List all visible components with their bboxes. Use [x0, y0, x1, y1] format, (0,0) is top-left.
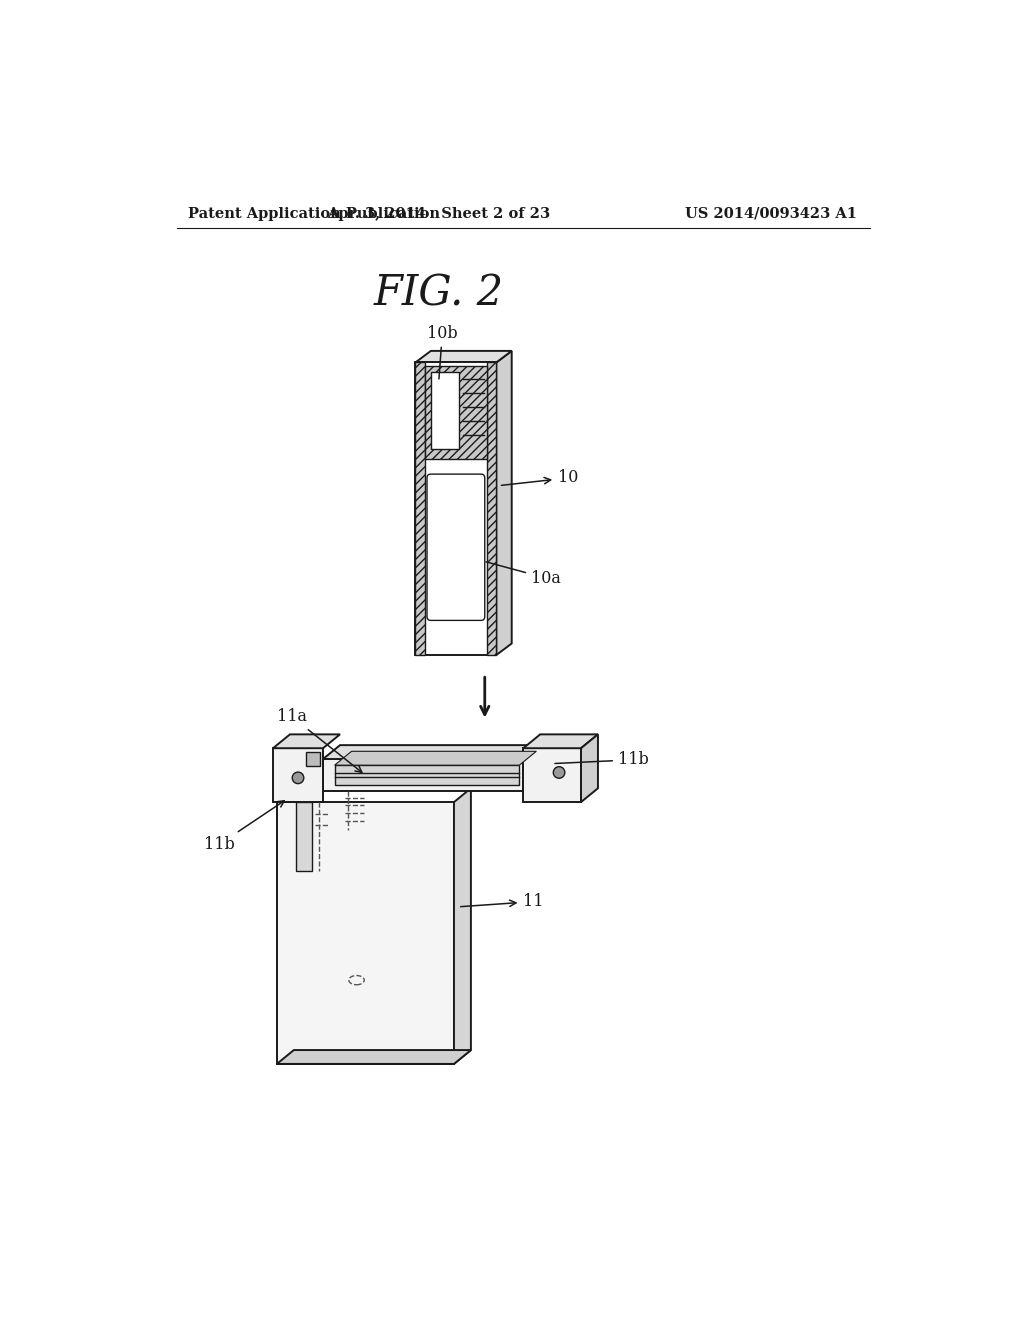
Ellipse shape: [553, 767, 565, 779]
Polygon shape: [487, 363, 497, 655]
Text: FIG. 2: FIG. 2: [374, 272, 504, 314]
Polygon shape: [306, 752, 319, 766]
Text: 11a: 11a: [276, 708, 361, 772]
Text: 10b: 10b: [427, 325, 458, 379]
Polygon shape: [581, 734, 598, 803]
Ellipse shape: [292, 772, 304, 784]
Polygon shape: [416, 363, 425, 655]
Polygon shape: [454, 788, 471, 1064]
Polygon shape: [431, 372, 459, 449]
Text: 11b: 11b: [555, 751, 649, 768]
Text: US 2014/0093423 A1: US 2014/0093423 A1: [685, 207, 857, 220]
Text: Patent Application Publication: Patent Application Publication: [188, 207, 440, 220]
Polygon shape: [416, 363, 497, 655]
Polygon shape: [296, 803, 311, 871]
Polygon shape: [416, 351, 512, 363]
Polygon shape: [276, 1051, 471, 1064]
Polygon shape: [323, 759, 523, 792]
Polygon shape: [273, 734, 340, 748]
Polygon shape: [523, 734, 598, 748]
Polygon shape: [276, 803, 454, 1064]
Polygon shape: [523, 748, 581, 803]
Polygon shape: [497, 351, 512, 655]
Text: 10: 10: [502, 470, 579, 487]
Polygon shape: [335, 766, 519, 785]
FancyBboxPatch shape: [427, 474, 484, 620]
Text: 11b: 11b: [204, 801, 285, 853]
Polygon shape: [273, 748, 323, 803]
Text: 10a: 10a: [486, 562, 561, 586]
Text: 11: 11: [461, 894, 544, 909]
Polygon shape: [335, 751, 537, 766]
Polygon shape: [323, 744, 541, 759]
Polygon shape: [425, 367, 487, 459]
Text: Apr. 3, 2014   Sheet 2 of 23: Apr. 3, 2014 Sheet 2 of 23: [327, 207, 550, 220]
